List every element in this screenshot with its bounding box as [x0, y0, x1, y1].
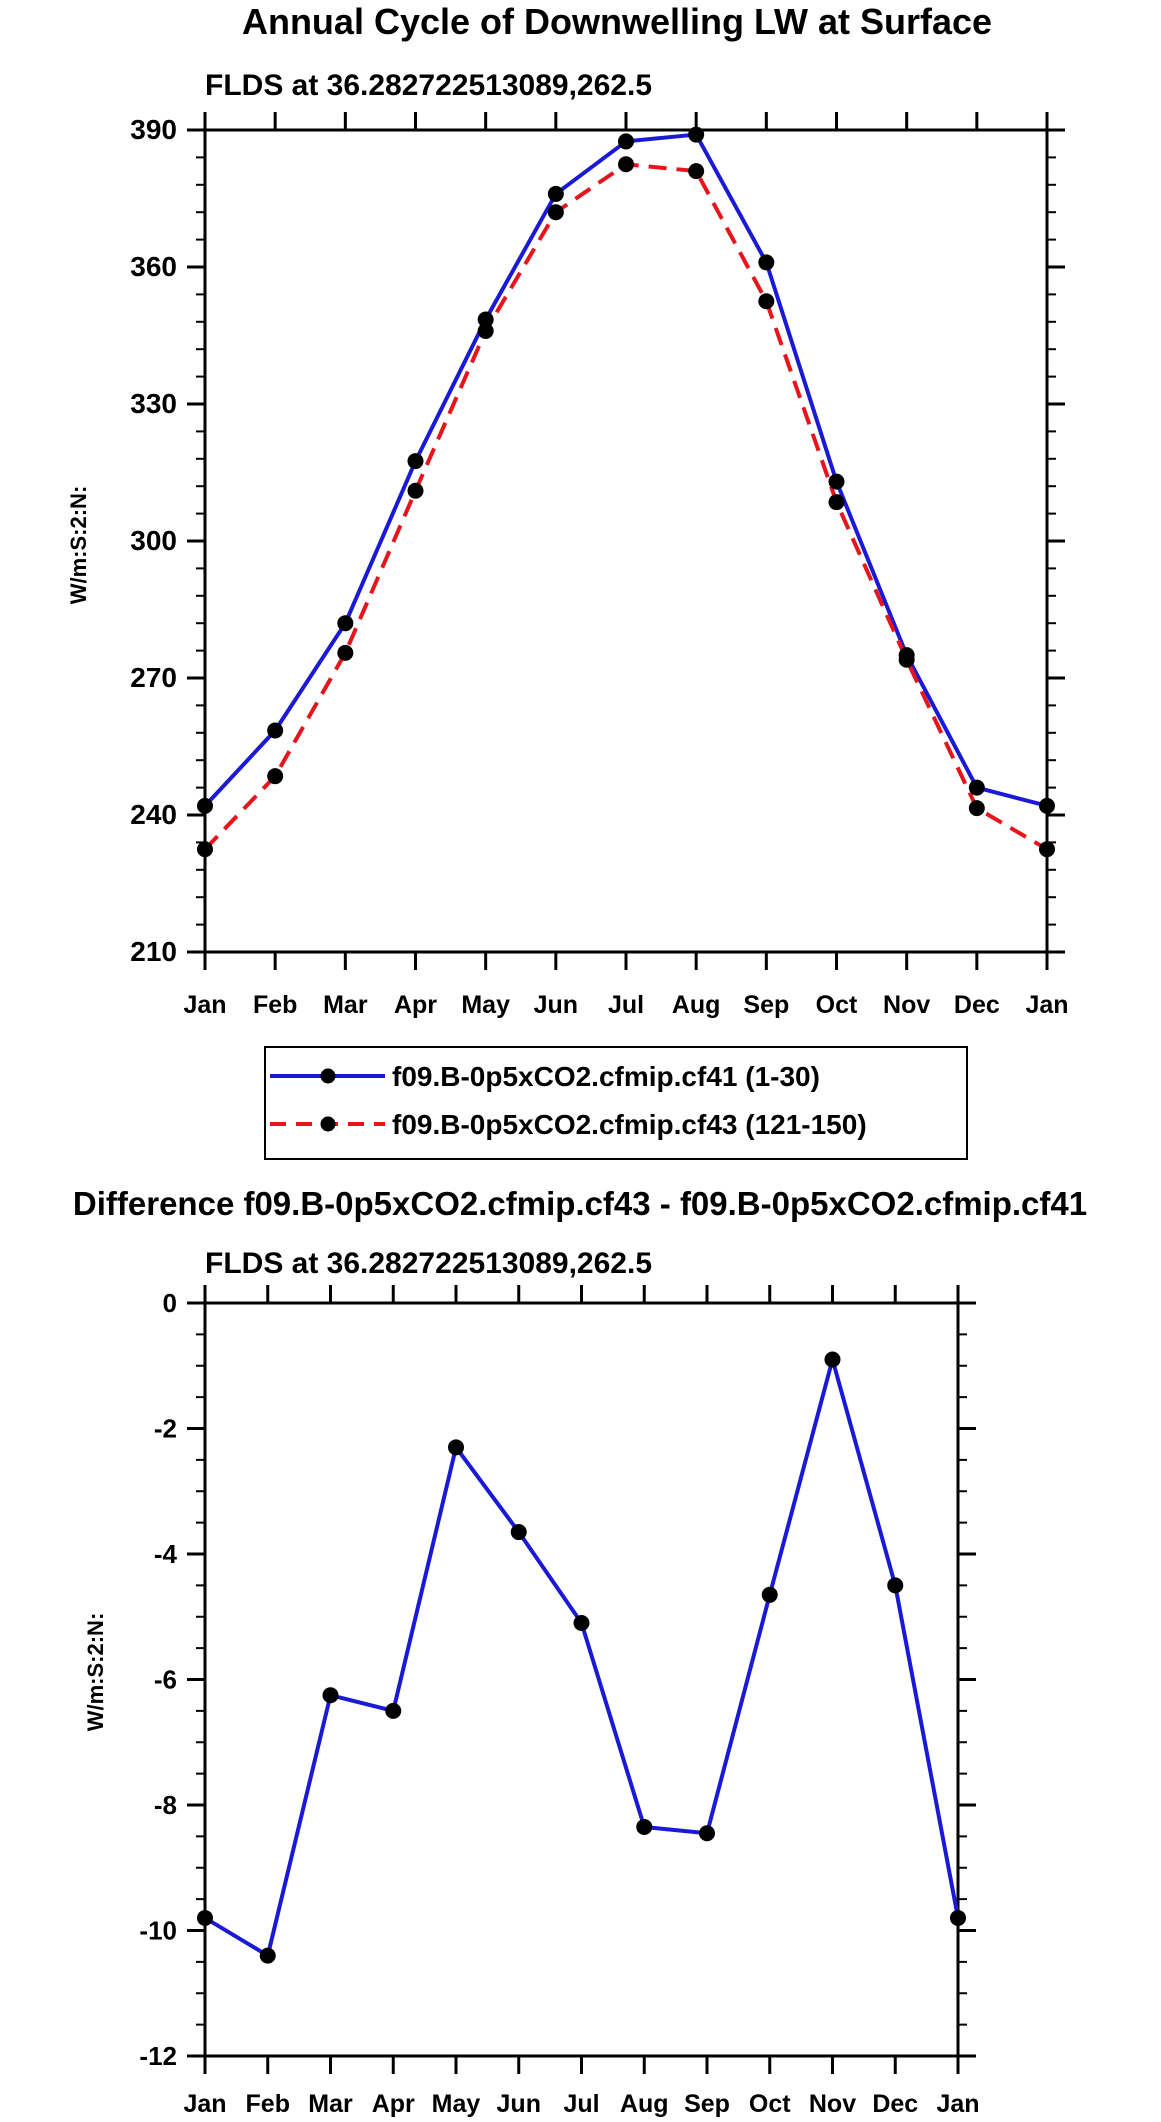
series-1-point — [761, 1586, 778, 1603]
series-2-point — [547, 204, 564, 221]
y-tick-label: 240 — [130, 799, 177, 830]
x-tick-label: Feb — [246, 2090, 290, 2118]
x-tick-label: Oct — [816, 991, 858, 1019]
legend-marker-series-1 — [320, 1068, 336, 1084]
x-tick-label: Jan — [183, 2090, 226, 2118]
series-1-point — [407, 453, 424, 470]
x-tick-label: Mar — [323, 991, 368, 1019]
series-1-point — [950, 1909, 966, 1926]
series-2-point — [828, 494, 845, 511]
series-1-point — [337, 615, 354, 632]
chart2-ylabel: W/m:S:2:N: — [83, 1613, 108, 1732]
series-1-point — [448, 1439, 464, 1456]
series-2-point — [968, 800, 985, 817]
series-1-point — [267, 722, 284, 739]
x-tick-label: Jul — [608, 991, 644, 1019]
y-tick-label: 300 — [130, 525, 177, 556]
series-2-point — [407, 482, 424, 499]
x-tick-label: May — [432, 2090, 481, 2118]
y-tick-label: -6 — [154, 1665, 177, 1695]
series-1-point — [688, 126, 705, 143]
y-tick-label: 0 — [163, 1288, 177, 1318]
chart2-subtitle: FLDS at 36.282722513089,262.5 — [205, 1247, 652, 1280]
x-tick-label: Jul — [563, 2090, 599, 2118]
chart1-subtitle: FLDS at 36.282722513089,262.5 — [205, 69, 652, 102]
series-1-point — [197, 1909, 213, 1926]
series-2-point — [898, 651, 915, 668]
series-line-1 — [203, 132, 1048, 808]
y-tick-label: -8 — [154, 1790, 177, 1820]
x-tick-label: Dec — [872, 2090, 918, 2118]
series-1-point — [547, 185, 564, 202]
series-2-point — [688, 163, 705, 180]
series-2-point — [267, 768, 284, 785]
y-tick-label: 330 — [130, 388, 177, 419]
series-line-2 — [203, 162, 1049, 851]
chart1-plot: 210 240 270 300 330 360 390 Jan Feb Mar Apr May Jun J… — [130, 112, 1069, 1019]
y-tick-label: 210 — [130, 936, 177, 967]
series-1-point — [197, 797, 213, 814]
series-1-point — [968, 779, 985, 796]
x-tick-label: Sep — [743, 991, 789, 1019]
y-tick-label: -4 — [154, 1539, 178, 1569]
series-1-point — [1039, 797, 1055, 814]
x-tick-label: Aug — [672, 991, 721, 1019]
legend-label-series-1: f09.B-0p5xCO2.cfmip.cf41 (1-30) — [392, 1061, 820, 1092]
series-2-point — [618, 156, 634, 173]
y-tick-label: 390 — [130, 114, 177, 145]
x-tick-label: Dec — [954, 991, 1000, 1019]
series-2-point — [197, 841, 213, 858]
x-tick-label: Oct — [749, 2090, 791, 2118]
chart1-title: Annual Cycle of Downwelling LW at Surfac… — [242, 1, 992, 42]
x-tick-label: Aug — [620, 2090, 669, 2118]
series-1-point — [259, 1947, 276, 1964]
x-tick-label: Jan — [936, 2090, 979, 2118]
x-tick-label: Jan — [183, 991, 226, 1019]
x-tick-label: Nov — [809, 2090, 856, 2118]
x-tick-label: Feb — [253, 991, 297, 1019]
series-1-point — [758, 254, 775, 271]
series-1-point — [636, 1818, 653, 1835]
chart2-title: Difference f09.B-0p5xCO2.cfmip.cf43 - f0… — [73, 1185, 1087, 1222]
series-1-point — [477, 311, 494, 328]
y-tick-label: -2 — [154, 1414, 177, 1444]
chart1-ylabel: W/m:S:2:N: — [66, 486, 91, 605]
x-tick-label: Jan — [1025, 991, 1068, 1019]
legend-label-series-2: f09.B-0p5xCO2.cfmip.cf43 (121-150) — [392, 1109, 867, 1140]
series-2-point — [1039, 841, 1055, 858]
series-1-point — [828, 473, 845, 490]
series-1-point — [510, 1524, 527, 1541]
series-1-point — [573, 1615, 590, 1632]
series-2-point — [758, 293, 775, 310]
series-1-point — [322, 1687, 339, 1704]
plot-frame — [203, 1301, 960, 2058]
series-line-1 — [203, 1357, 960, 1958]
series-1-point — [887, 1577, 904, 1594]
x-tick-label: May — [461, 991, 510, 1019]
legend-box — [264, 1046, 968, 1160]
plot-frame — [203, 128, 1049, 954]
series-2-point — [337, 644, 354, 661]
y-tick-label: 270 — [130, 662, 177, 693]
series-1-point — [385, 1702, 402, 1719]
series-1-point — [699, 1825, 715, 1842]
series-1-point — [618, 133, 634, 150]
y-tick-label: -12 — [139, 2041, 177, 2071]
x-tick-label: Mar — [308, 2090, 353, 2118]
chart2-plot: -12 -10 -8 -6 -4 -2 0 Jan Feb Mar Apr May Jun Jul Aug S… — [139, 1285, 980, 2118]
x-tick-label: Jun — [534, 991, 578, 1019]
legend-marker-series-2 — [320, 1116, 336, 1132]
x-tick-label: Jun — [497, 2090, 541, 2118]
series-1-point — [824, 1351, 841, 1368]
x-tick-label: Apr — [372, 2090, 415, 2118]
y-tick-label: 360 — [130, 251, 177, 282]
x-tick-label: Sep — [684, 2090, 730, 2118]
chart1-legend: f09.B-0p5xCO2.cfmip.cf41 (1-30) f09.B-0p… — [264, 1046, 968, 1160]
x-tick-label: Nov — [883, 991, 930, 1019]
y-tick-label: -10 — [139, 1916, 177, 1946]
x-tick-label: Apr — [394, 991, 437, 1019]
series-2-point — [477, 322, 494, 339]
